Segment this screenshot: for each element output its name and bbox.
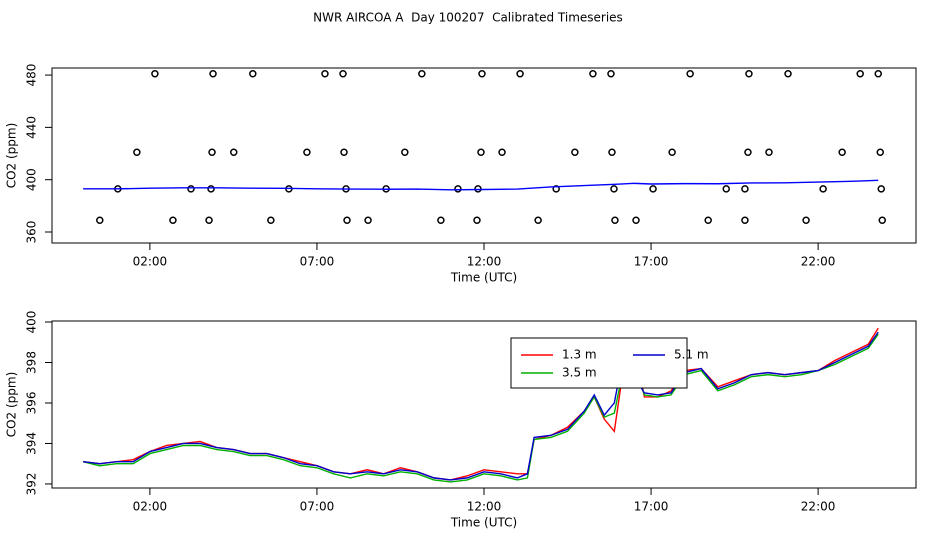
data-point xyxy=(741,185,749,193)
data-point xyxy=(838,148,846,156)
data-point xyxy=(133,148,141,156)
x-tick-label: 07:00 xyxy=(300,500,335,514)
legend-label: 1.3 m xyxy=(562,348,597,362)
series-line xyxy=(82,333,879,483)
data-point xyxy=(230,148,238,156)
data-point xyxy=(364,216,372,224)
data-point xyxy=(878,216,887,224)
data-point xyxy=(874,70,882,78)
data-point xyxy=(169,216,177,224)
data-point xyxy=(473,216,481,224)
x-axis-label: Time (UTC) xyxy=(450,516,517,530)
x-axis-label: Time (UTC) xyxy=(450,271,517,285)
data-point xyxy=(437,216,445,224)
legend-box xyxy=(510,337,688,389)
data-point xyxy=(819,185,827,193)
data-point xyxy=(534,216,542,224)
data-point xyxy=(608,148,616,156)
data-point xyxy=(249,70,257,78)
data-point xyxy=(340,148,348,156)
chart-title: NWR AIRCOA A Day 100207 Calibrated Times… xyxy=(313,11,623,25)
data-point xyxy=(96,216,104,224)
data-point xyxy=(498,148,506,156)
y-tick-label: 400 xyxy=(25,168,39,191)
y-tick-label: 440 xyxy=(25,116,39,139)
x-tick-label: 07:00 xyxy=(300,255,335,269)
legend-label: 3.5 m xyxy=(562,366,597,380)
data-point xyxy=(343,216,351,224)
data-point xyxy=(401,148,409,156)
data-point xyxy=(802,216,810,224)
data-point xyxy=(516,70,524,78)
data-point xyxy=(589,70,597,78)
series-line xyxy=(83,179,879,191)
x-tick-label: 12:00 xyxy=(467,255,502,269)
data-point xyxy=(552,185,560,193)
data-point xyxy=(686,70,694,78)
data-point xyxy=(607,70,615,78)
data-point xyxy=(744,148,752,156)
y-axis-label: CO2 (ppm) xyxy=(5,372,19,438)
data-point xyxy=(610,185,618,193)
data-point xyxy=(267,216,275,224)
data-point xyxy=(745,70,753,78)
x-tick-label: 12:00 xyxy=(467,500,502,514)
y-tick-label: 394 xyxy=(25,432,39,455)
legend: 1.3 m 3.5 m 5.1 m xyxy=(510,337,709,389)
series-line xyxy=(82,327,879,481)
y-tick-label: 360 xyxy=(25,221,39,244)
y-tick-label: 480 xyxy=(25,64,39,87)
y-tick-label: 398 xyxy=(25,351,39,374)
data-point xyxy=(704,216,712,224)
x-tick-label: 22:00 xyxy=(801,500,836,514)
data-point xyxy=(478,70,486,78)
data-point xyxy=(722,185,730,193)
y-axis-label: CO2 (ppm) xyxy=(5,123,19,189)
data-point xyxy=(418,70,426,78)
data-point xyxy=(339,70,347,78)
y-tick-label: 392 xyxy=(25,472,39,495)
x-tick-label: 17:00 xyxy=(634,255,669,269)
series-line xyxy=(82,331,879,481)
data-point xyxy=(876,148,885,156)
y-tick-label: 396 xyxy=(25,392,39,415)
data-point xyxy=(856,70,864,78)
data-point xyxy=(784,70,792,78)
legend-label: 5.1 m xyxy=(674,348,709,362)
data-point xyxy=(571,148,579,156)
plot-frame xyxy=(51,67,917,244)
data-point xyxy=(187,185,195,193)
data-point xyxy=(765,148,773,156)
data-point xyxy=(649,185,657,193)
x-tick-label: 02:00 xyxy=(133,255,168,269)
plot-frame xyxy=(51,320,917,489)
data-point xyxy=(209,70,217,78)
data-point xyxy=(205,216,213,224)
data-point xyxy=(208,148,216,156)
x-tick-label: 02:00 xyxy=(133,500,168,514)
data-point xyxy=(207,185,215,193)
data-point xyxy=(477,148,485,156)
data-point xyxy=(632,216,640,224)
data-point xyxy=(741,216,749,224)
data-point xyxy=(877,185,886,193)
data-point xyxy=(611,216,619,224)
data-point xyxy=(321,70,329,78)
data-point xyxy=(303,148,311,156)
x-tick-label: 22:00 xyxy=(801,255,836,269)
data-point xyxy=(668,148,676,156)
data-point xyxy=(151,70,159,78)
y-tick-label: 400 xyxy=(25,311,39,334)
data-point xyxy=(454,185,462,193)
x-tick-label: 17:00 xyxy=(634,500,669,514)
